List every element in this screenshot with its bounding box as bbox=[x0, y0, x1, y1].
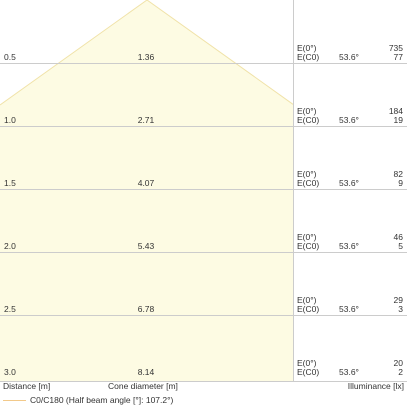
half-angle-label: 53.6° bbox=[339, 178, 359, 188]
data-row: 1.5 4.07 E(0°)E(C0) 53.6° 829 bbox=[4, 169, 403, 188]
e-c0-value: 2 bbox=[398, 367, 403, 377]
cone-diameter-label: 5.43 bbox=[138, 241, 155, 251]
half-angle-label: 53.6° bbox=[339, 304, 359, 314]
e-center-value: 184 bbox=[389, 106, 403, 116]
right-axis-label: Illuminance [lx] bbox=[348, 381, 404, 391]
distance-label: 2.5 bbox=[4, 304, 16, 314]
center-axis-label: Cone diameter [m] bbox=[108, 381, 178, 391]
e-center-label: E(0°) bbox=[297, 295, 317, 305]
distance-label: 1.5 bbox=[4, 178, 16, 188]
data-row: 2.5 6.78 E(0°)E(C0) 53.6° 293 bbox=[4, 295, 403, 314]
e-c0-label: E(C0) bbox=[297, 241, 319, 251]
cone-layer bbox=[0, 0, 294, 381]
distance-label: 3.0 bbox=[4, 367, 16, 377]
half-angle-label: 53.6° bbox=[339, 52, 359, 62]
distance-label: 2.0 bbox=[4, 241, 16, 251]
cone-diameter-label: 6.78 bbox=[138, 304, 155, 314]
e-center-value: 20 bbox=[394, 358, 404, 368]
e-center-label: E(0°) bbox=[297, 232, 317, 242]
e-center-value: 82 bbox=[394, 169, 404, 179]
e-center-label: E(0°) bbox=[297, 169, 317, 179]
cone-diameter-label: 1.36 bbox=[138, 52, 155, 62]
e-c0-value: 5 bbox=[398, 241, 403, 251]
e-c0-label: E(C0) bbox=[297, 52, 319, 62]
e-c0-value: 77 bbox=[394, 52, 404, 62]
e-c0-label: E(C0) bbox=[297, 178, 319, 188]
e-center-value: 29 bbox=[394, 295, 404, 305]
e-c0-value: 19 bbox=[394, 115, 404, 125]
distance-label: 0.5 bbox=[4, 52, 16, 62]
x-axis-label: Distance [m] bbox=[3, 381, 50, 391]
cone-fill bbox=[0, 0, 293, 381]
e-c0-value: 3 bbox=[398, 304, 403, 314]
half-angle-label: 53.6° bbox=[339, 115, 359, 125]
cone-diameter-label: 2.71 bbox=[138, 115, 155, 125]
half-angle-label: 53.6° bbox=[339, 367, 359, 377]
footer: Distance [m] Cone diameter [m] Illuminan… bbox=[3, 381, 404, 405]
e-c0-label: E(C0) bbox=[297, 367, 319, 377]
e-c0-label: E(C0) bbox=[297, 115, 319, 125]
e-center-value: 735 bbox=[389, 43, 403, 53]
e-center-label: E(0°) bbox=[297, 358, 317, 368]
e-center-value: 46 bbox=[394, 232, 404, 242]
half-angle-label: 53.6° bbox=[339, 241, 359, 251]
cone-edge bbox=[0, 0, 294, 106]
cone-diameter-label: 4.07 bbox=[138, 178, 155, 188]
e-center-label: E(0°) bbox=[297, 43, 317, 53]
grid-layer bbox=[0, 0, 407, 382]
cone-diameter-label: 8.14 bbox=[138, 367, 155, 377]
e-c0-value: 9 bbox=[398, 178, 403, 188]
e-c0-label: E(C0) bbox=[297, 304, 319, 314]
legend-label: C0/C180 (Half beam angle [°]: 107.2°) bbox=[30, 395, 174, 405]
data-row: 3.0 8.14 E(0°)E(C0) 53.6° 202 bbox=[4, 358, 403, 377]
e-center-label: E(0°) bbox=[297, 106, 317, 116]
distance-label: 1.0 bbox=[4, 115, 16, 125]
data-row: 2.0 5.43 E(0°)E(C0) 53.6° 465 bbox=[4, 232, 403, 251]
